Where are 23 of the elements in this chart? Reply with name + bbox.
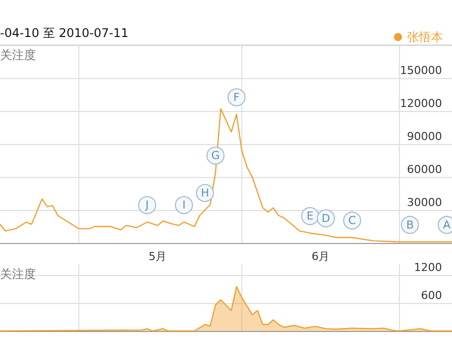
y-tick-label: 90000 xyxy=(407,130,442,143)
annotation: H xyxy=(200,186,210,200)
legend-label: 张悟本 xyxy=(407,30,443,44)
annotation: D xyxy=(322,212,330,225)
chart-title: -04-10 至 2010-07-11 xyxy=(0,26,129,40)
y-tick-label: 150000 xyxy=(400,64,442,77)
annotation: G xyxy=(211,149,220,162)
y-tick-label: 1200 xyxy=(414,261,442,274)
x-tick-label: 5月 xyxy=(148,250,167,263)
x-tick-label: 6月 xyxy=(312,250,330,263)
y-axis-title: 关注度 xyxy=(0,267,36,281)
annotation: A xyxy=(442,218,451,232)
annotation: I xyxy=(182,198,186,212)
y-tick-label: 120000 xyxy=(400,97,442,110)
annotation: E xyxy=(306,210,314,223)
y-tick-label: 30000 xyxy=(407,196,442,209)
annotation: B xyxy=(406,218,414,232)
y-tick-label: 600 xyxy=(421,289,442,302)
y-axis-title: 关注度 xyxy=(0,48,36,62)
annotation: J xyxy=(144,198,149,212)
annotation: F xyxy=(233,90,240,104)
annotation: C xyxy=(348,214,356,227)
y-tick-label: 60000 xyxy=(407,163,442,176)
